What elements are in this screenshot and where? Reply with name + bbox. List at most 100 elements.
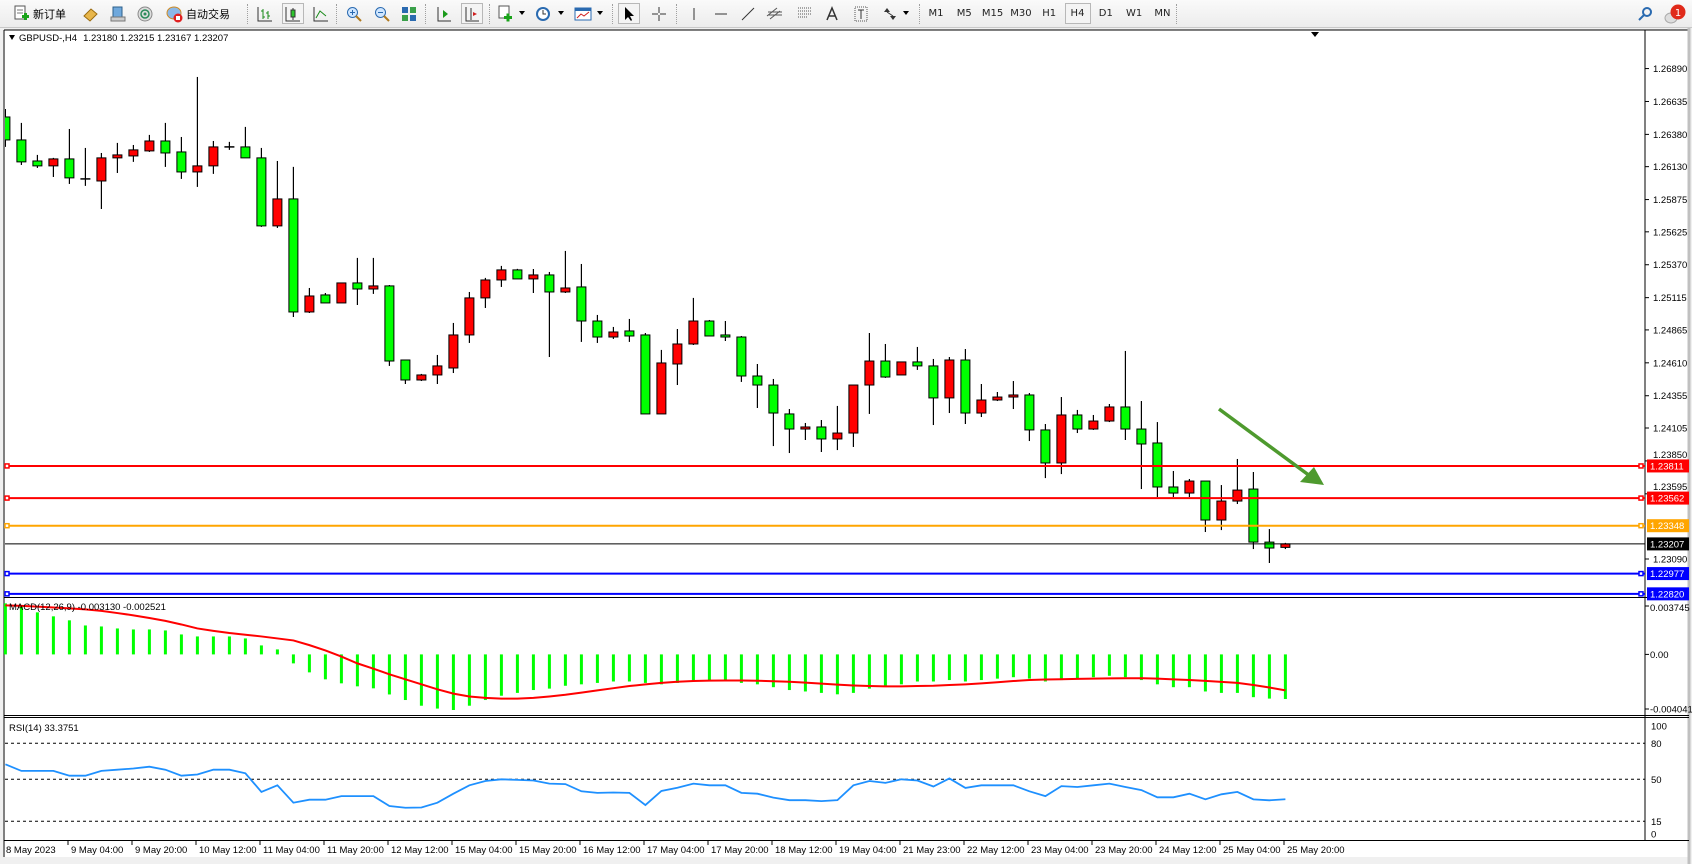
zoom-in-button[interactable] [343, 3, 364, 24]
horizontal-line-handle-right[interactable] [1638, 495, 1644, 501]
vertical-line-button[interactable] [684, 3, 704, 24]
macd-histogram-bar [51, 616, 55, 655]
candle [688, 297, 699, 346]
horizontal-line-handle-right[interactable] [1638, 522, 1644, 529]
candle-body [1248, 488, 1259, 543]
market-watch-button[interactable] [80, 3, 100, 24]
symbol-menu-triangle-icon[interactable] [9, 35, 15, 40]
navigator-icon [110, 6, 126, 21]
auto-trading-button[interactable]: 自动交易 [160, 3, 236, 24]
new-order-button[interactable]: 新订单 [8, 3, 72, 24]
candle-body [592, 320, 603, 338]
timeframe-h4[interactable]: H4 [1064, 3, 1091, 24]
equidistant-channel-button[interactable] [765, 3, 785, 24]
horizontal-line-handle-left[interactable] [4, 570, 10, 577]
search-button[interactable] [1636, 3, 1654, 24]
candle-body [192, 165, 203, 173]
macd-histogram-bar [403, 654, 407, 701]
candle [736, 335, 747, 382]
periods-button[interactable] [532, 3, 554, 24]
horizontal-line-handle-right[interactable] [1638, 591, 1644, 597]
time-tick-label: 21 May 23:00 [903, 845, 961, 856]
candle-body [512, 269, 523, 280]
candle [160, 122, 171, 167]
cursor-button[interactable] [618, 3, 640, 24]
timeframe-mn[interactable]: MN [1154, 8, 1171, 19]
candle [336, 282, 347, 304]
arrows-button[interactable] [880, 3, 900, 24]
main-price-pane[interactable]: 1.26890 1.26635 1.26380 1.26130 1.25875 1.256… [1, 30, 1689, 841]
timeframe-w1[interactable]: W1 [1125, 8, 1143, 19]
candle-body [912, 361, 923, 367]
horizontal-line-handle-left[interactable] [4, 591, 10, 597]
trendline-button[interactable] [738, 3, 758, 24]
chart-shift-button[interactable] [461, 3, 483, 24]
macd-histogram-bar [707, 654, 711, 682]
horizontal-line-handle-left[interactable] [4, 463, 10, 469]
templates-button[interactable] [572, 3, 594, 24]
macd-histogram-bar [211, 636, 215, 655]
timeframe-h1[interactable]: H1 [1042, 8, 1057, 19]
line-chart-button[interactable] [310, 3, 331, 24]
fibonacci-icon [798, 7, 811, 17]
templates-dropdown-icon[interactable] [597, 11, 603, 15]
horizontal-line-handle-left[interactable] [4, 522, 10, 529]
timeframe-m30[interactable]: M30 [1010, 8, 1032, 19]
text-label-icon [854, 6, 868, 21]
macd-histogram-bar [83, 625, 87, 655]
candle [992, 391, 1003, 402]
macd-tick-label: -0.004041 [1650, 705, 1692, 716]
rsi-label: RSI(14) 33.3751 [9, 723, 79, 734]
candle [128, 144, 139, 162]
tile-windows-button[interactable] [398, 3, 419, 24]
timeframe-m1[interactable]: M1 [928, 8, 944, 19]
candle-body [1184, 480, 1195, 494]
rsi-tick-label: 0 [1651, 830, 1656, 841]
templates-icon [574, 7, 592, 20]
candle-body [160, 140, 171, 154]
candle-body [1280, 543, 1291, 548]
candle-body [1168, 486, 1179, 494]
indicators-dropdown-icon[interactable] [519, 11, 525, 15]
arrows-dropdown-icon[interactable] [903, 11, 909, 15]
fibonacci-button[interactable] [795, 3, 815, 24]
timeframe-d1[interactable]: D1 [1098, 8, 1113, 19]
price-tick-label: 1.26130 [1653, 162, 1687, 173]
macd-histogram-bar [131, 629, 135, 655]
candle [1040, 423, 1051, 479]
candlestick-button[interactable] [282, 3, 304, 24]
crosshair-button[interactable] [648, 3, 670, 24]
candle-body [144, 140, 155, 152]
indicators-button[interactable] [494, 3, 516, 24]
text-label-button[interactable] [851, 3, 871, 24]
macd-pane[interactable]: 0.003745 0.00 -0.004041 [3, 603, 1692, 716]
auto-scroll-button[interactable] [433, 3, 455, 24]
candle-body [352, 282, 363, 290]
horizontal-line-handle-right[interactable] [1638, 463, 1644, 469]
zoom-out-button[interactable] [371, 3, 392, 24]
navigator-button[interactable] [108, 3, 128, 24]
candle [400, 359, 411, 384]
chart-symbol-title: GBPUSD-,H4 1.23180 1.23215 1.23167 1.2320… [19, 33, 228, 44]
macd-histogram-bar [35, 612, 39, 655]
rsi-pane[interactable]: 100 80 50 15 0 [5, 722, 1667, 841]
candle [368, 257, 379, 294]
periods-dropdown-icon[interactable] [558, 11, 564, 15]
timeframe-m5[interactable]: M5 [956, 8, 972, 19]
horizontal-line-button[interactable] [711, 3, 731, 24]
time-tick-label: 10 May 12:00 [199, 845, 257, 856]
signals-button[interactable] [135, 3, 155, 24]
candle [432, 354, 443, 384]
chart-shift-marker-icon[interactable] [1311, 32, 1319, 37]
candle [5, 108, 11, 147]
line-chart-icon [313, 6, 328, 21]
timeframe-m15[interactable]: M15 [981, 8, 1004, 19]
candle [464, 291, 475, 343]
horizontal-line-handle-right[interactable] [1638, 570, 1644, 577]
text-button[interactable] [822, 3, 842, 24]
alerts-button[interactable]: 1 [1662, 3, 1688, 24]
bar-chart-button[interactable] [254, 3, 275, 24]
horizontal-line-handle-left[interactable] [4, 495, 10, 501]
candle [1216, 485, 1227, 531]
